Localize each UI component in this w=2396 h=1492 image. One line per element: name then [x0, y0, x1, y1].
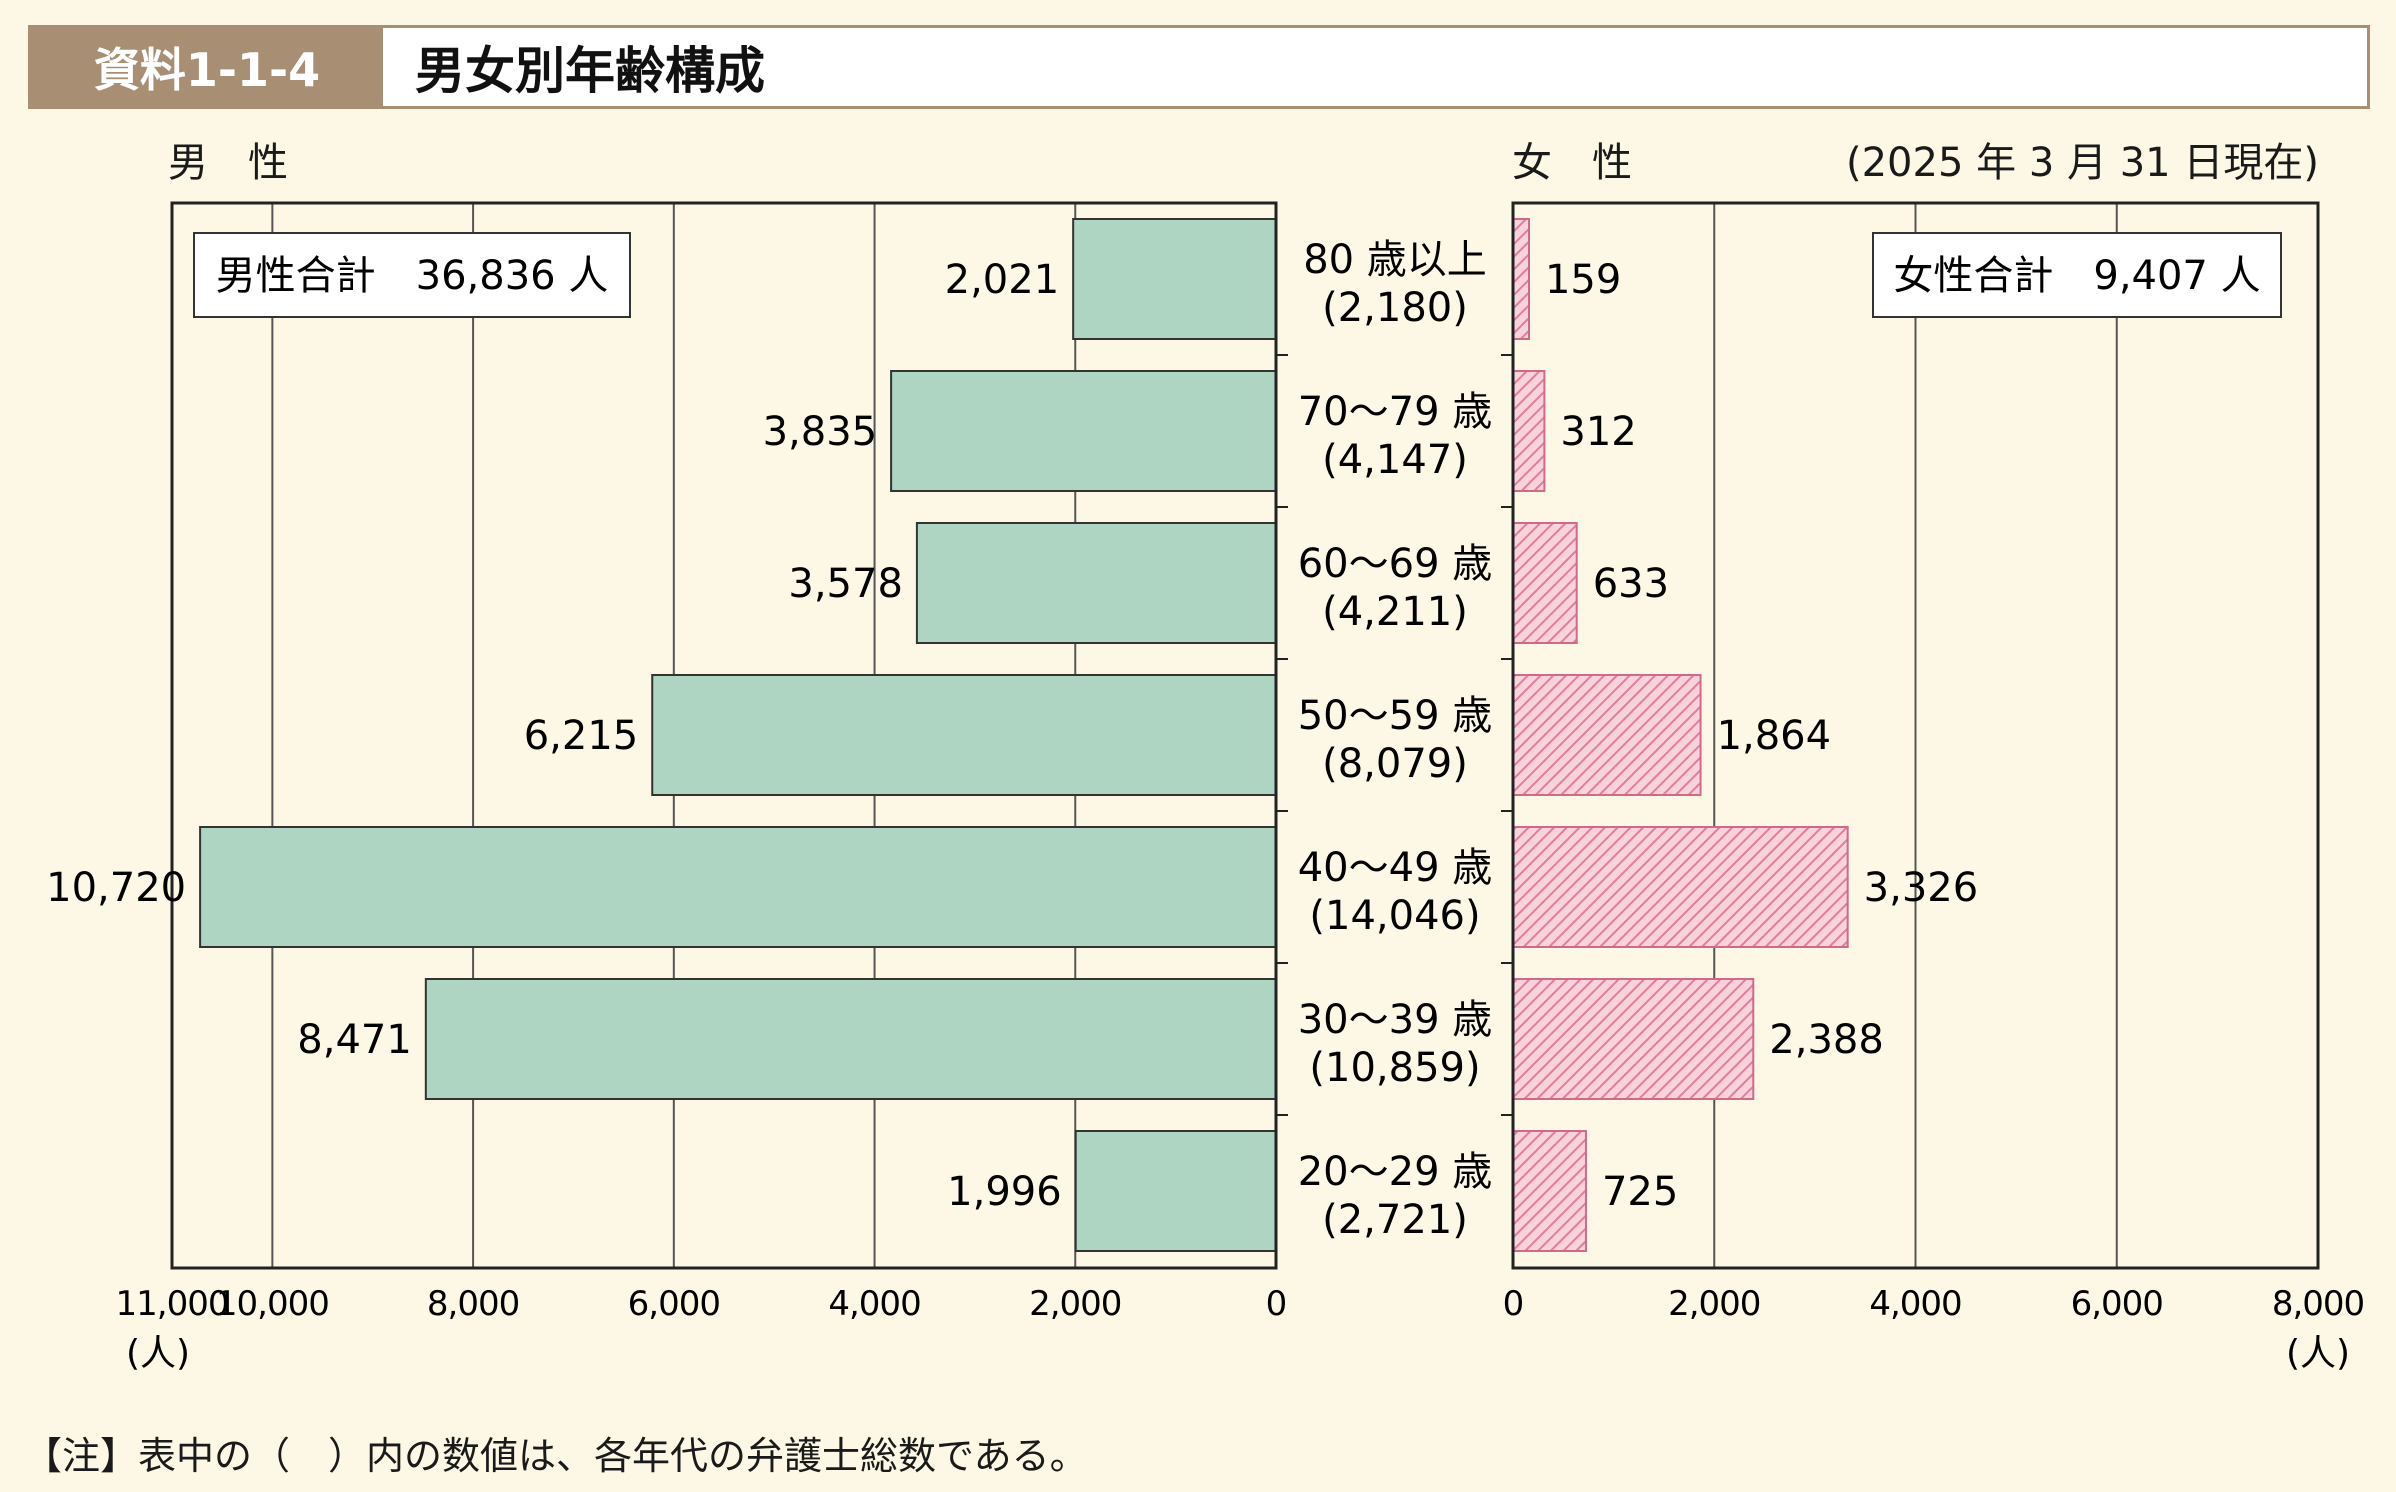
male-axis-tick-label: 0 — [1266, 1284, 1287, 1324]
age-group-total: (10,859) — [1309, 1045, 1480, 1091]
male-axis-tick-label: 6,000 — [628, 1284, 720, 1324]
female-axis-tick-label: 4,000 — [1869, 1284, 1961, 1324]
figure-header: 資料1-1-4 男女別年齢構成 — [28, 25, 2370, 109]
age-group-total: (4,147) — [1322, 437, 1468, 483]
female-bar — [1512, 218, 1530, 340]
male-value-label: 1,996 — [947, 1169, 1062, 1215]
male-axis-tick-label: 2,000 — [1029, 1284, 1121, 1324]
male-bar — [890, 370, 1277, 492]
age-group-label: 20～29 歳 — [1298, 1149, 1493, 1195]
female-axis-unit: (人) — [2286, 1333, 2350, 1374]
female-bar — [1512, 978, 1755, 1100]
female-bar — [1512, 826, 1849, 948]
female-total-label: 女性合計 9,407 人 — [1893, 253, 2260, 299]
age-group-total: (2,180) — [1322, 285, 1468, 331]
bars — [199, 218, 1849, 1252]
female-value-label: 725 — [1602, 1169, 1678, 1215]
male-bar — [651, 674, 1277, 796]
female-value-label: 1,864 — [1717, 713, 1832, 759]
female-value-label: 633 — [1593, 561, 1669, 607]
male-axis-unit: (人) — [126, 1333, 190, 1374]
female-bar — [1512, 674, 1702, 796]
female-total-box: 女性合計 9,407 人 — [1872, 232, 2282, 318]
male-value-label: 3,578 — [788, 561, 903, 607]
male-value-label: 10,720 — [46, 865, 186, 911]
male-total-label: 男性合計 36,836 人 — [216, 253, 609, 299]
male-value-label: 3,835 — [763, 409, 878, 455]
male-axis-tick-label: 4,000 — [828, 1284, 920, 1324]
male-bar — [1072, 218, 1277, 340]
male-panel-title: 男 性 — [168, 140, 288, 186]
male-axis-tick-label: 10,000 — [216, 1284, 329, 1324]
male-plot-frame — [170, 201, 1278, 1270]
female-panel-title: 女 性 — [1512, 140, 1632, 186]
age-group-total: (2,721) — [1322, 1197, 1468, 1243]
female-axis-tick-label: 8,000 — [2272, 1284, 2364, 1324]
age-group-label: 80 歳以上 — [1303, 237, 1487, 283]
as-of-date: (2025 年 3 月 31 日現在) — [1846, 140, 2319, 186]
figure-title: 男女別年齢構成 — [415, 42, 765, 100]
male-bar — [424, 978, 1277, 1100]
male-bar — [915, 522, 1278, 644]
female-axis-tick-label: 6,000 — [2071, 1284, 2163, 1324]
axis-ticks — [1276, 354, 1513, 1116]
male-axis-tick-label: 11,000 — [116, 1284, 229, 1324]
figure-number: 資料1-1-4 — [31, 28, 383, 106]
male-axis-tick-label: 8,000 — [427, 1284, 519, 1324]
female-axis-tick-label: 0 — [1503, 1284, 1524, 1324]
male-value-label: 6,215 — [524, 713, 639, 759]
female-value-label: 312 — [1560, 409, 1636, 455]
male-value-label: 8,471 — [297, 1017, 412, 1063]
male-value-label: 2,021 — [945, 257, 1060, 303]
male-bar — [1074, 1130, 1278, 1252]
age-group-label: 70～79 歳 — [1298, 389, 1493, 435]
age-group-total: (8,079) — [1322, 741, 1468, 787]
age-group-label: 40～49 歳 — [1298, 845, 1493, 891]
male-bar — [199, 826, 1278, 948]
female-value-label: 2,388 — [1769, 1017, 1884, 1063]
age-group-label: 60～69 歳 — [1298, 541, 1493, 587]
age-group-total: (14,046) — [1309, 893, 1480, 939]
female-plot-frame — [1511, 201, 2320, 1270]
data-labels: 2,021 159 80 歳以上(2,180) 3,835 312 70～79 歳(4,1… — [46, 237, 1978, 1243]
age-group-label: 30～39 歳 — [1298, 997, 1493, 1043]
age-group-label: 50～59 歳 — [1298, 693, 1493, 739]
female-value-label: 3,326 — [1864, 865, 1979, 911]
female-bar — [1512, 1130, 1587, 1252]
female-bar — [1512, 522, 1578, 644]
footnote: 【注】表中の（ ）内の数値は、各年代の弁護士総数である。 — [24, 1434, 1088, 1478]
female-value-label: 159 — [1545, 257, 1621, 303]
female-axis-tick-label: 2,000 — [1668, 1284, 1760, 1324]
female-bar — [1512, 370, 1546, 492]
population-pyramid-chart: 男性合計 36,836 人 女性合計 9,407 人 2,021 159 80 歳以… — [46, 201, 2366, 1374]
age-group-total: (4,211) — [1322, 589, 1468, 635]
male-total-box: 男性合計 36,836 人 — [193, 232, 631, 318]
